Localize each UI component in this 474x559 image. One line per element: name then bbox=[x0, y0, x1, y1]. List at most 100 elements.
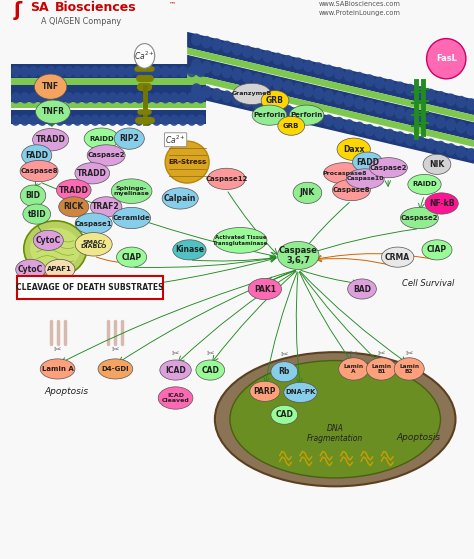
Ellipse shape bbox=[162, 188, 198, 209]
Ellipse shape bbox=[289, 105, 324, 125]
Ellipse shape bbox=[261, 91, 289, 111]
Circle shape bbox=[29, 115, 37, 125]
Circle shape bbox=[135, 93, 143, 103]
Ellipse shape bbox=[196, 360, 225, 380]
Polygon shape bbox=[187, 73, 474, 149]
Circle shape bbox=[188, 67, 196, 77]
Circle shape bbox=[212, 64, 221, 75]
Circle shape bbox=[135, 115, 143, 125]
Circle shape bbox=[406, 134, 415, 145]
Circle shape bbox=[385, 130, 394, 141]
Text: APAF1: APAF1 bbox=[47, 267, 73, 272]
Ellipse shape bbox=[91, 197, 122, 217]
Ellipse shape bbox=[252, 105, 287, 125]
Circle shape bbox=[263, 101, 272, 112]
Circle shape bbox=[117, 93, 126, 103]
Text: Perforin: Perforin bbox=[254, 112, 286, 118]
Circle shape bbox=[38, 67, 46, 77]
Polygon shape bbox=[187, 32, 474, 117]
Circle shape bbox=[29, 67, 37, 77]
Circle shape bbox=[100, 67, 108, 77]
Circle shape bbox=[375, 127, 384, 138]
Ellipse shape bbox=[271, 405, 298, 424]
Circle shape bbox=[283, 56, 292, 67]
Circle shape bbox=[212, 89, 221, 100]
Text: Caspase10: Caspase10 bbox=[346, 177, 384, 181]
Circle shape bbox=[144, 115, 152, 125]
Ellipse shape bbox=[214, 228, 267, 253]
Circle shape bbox=[426, 115, 435, 126]
FancyBboxPatch shape bbox=[18, 276, 163, 299]
Circle shape bbox=[243, 46, 252, 57]
Circle shape bbox=[126, 67, 134, 77]
Circle shape bbox=[406, 84, 415, 96]
Ellipse shape bbox=[20, 185, 46, 206]
Circle shape bbox=[365, 75, 374, 86]
Circle shape bbox=[436, 92, 445, 103]
Polygon shape bbox=[187, 48, 474, 124]
Circle shape bbox=[64, 93, 73, 103]
Circle shape bbox=[416, 112, 425, 123]
Text: ✂: ✂ bbox=[350, 349, 357, 358]
Circle shape bbox=[426, 89, 435, 101]
Ellipse shape bbox=[346, 169, 384, 189]
Circle shape bbox=[375, 102, 384, 113]
Text: ʃ: ʃ bbox=[14, 1, 22, 20]
Ellipse shape bbox=[173, 240, 206, 260]
Text: NIK: NIK bbox=[429, 160, 445, 169]
Text: Cell Survival: Cell Survival bbox=[401, 280, 454, 288]
Text: CAD: CAD bbox=[201, 366, 219, 375]
Text: Caspase
3,6,7: Caspase 3,6,7 bbox=[279, 246, 318, 265]
Circle shape bbox=[212, 39, 221, 50]
Circle shape bbox=[273, 78, 283, 89]
Circle shape bbox=[135, 67, 143, 77]
Circle shape bbox=[273, 53, 283, 64]
Circle shape bbox=[222, 41, 231, 53]
Ellipse shape bbox=[160, 360, 191, 380]
Ellipse shape bbox=[284, 382, 317, 402]
Circle shape bbox=[64, 67, 73, 77]
Ellipse shape bbox=[208, 168, 246, 190]
Circle shape bbox=[416, 87, 425, 98]
Circle shape bbox=[117, 115, 126, 125]
Text: RICK: RICK bbox=[64, 202, 84, 211]
Text: NF-kB: NF-kB bbox=[429, 199, 455, 208]
Polygon shape bbox=[2, 102, 206, 108]
Text: Activated Tissue
Transglutaminase: Activated Tissue Transglutaminase bbox=[213, 235, 268, 245]
Circle shape bbox=[202, 86, 211, 97]
Circle shape bbox=[202, 61, 211, 73]
Ellipse shape bbox=[98, 359, 133, 379]
Circle shape bbox=[243, 71, 252, 82]
Circle shape bbox=[446, 119, 456, 130]
Circle shape bbox=[144, 93, 152, 103]
Ellipse shape bbox=[332, 179, 370, 201]
Ellipse shape bbox=[84, 128, 119, 149]
Text: CLEAVAGE OF DEATH SUBSTRATES: CLEAVAGE OF DEATH SUBSTRATES bbox=[16, 283, 164, 292]
Circle shape bbox=[283, 106, 292, 117]
Ellipse shape bbox=[111, 179, 152, 203]
Circle shape bbox=[365, 100, 374, 111]
Text: CytoC: CytoC bbox=[36, 236, 61, 245]
Text: Biosciences: Biosciences bbox=[55, 1, 137, 14]
Ellipse shape bbox=[59, 197, 89, 217]
Circle shape bbox=[416, 136, 425, 148]
Ellipse shape bbox=[233, 83, 271, 105]
Text: ™: ™ bbox=[169, 1, 176, 7]
Circle shape bbox=[304, 110, 313, 121]
Circle shape bbox=[263, 51, 272, 62]
Text: Caspase1: Caspase1 bbox=[75, 221, 112, 226]
Circle shape bbox=[29, 93, 37, 103]
Circle shape bbox=[436, 117, 445, 128]
Circle shape bbox=[12, 67, 20, 77]
Circle shape bbox=[283, 81, 292, 92]
Ellipse shape bbox=[30, 228, 81, 269]
Ellipse shape bbox=[278, 116, 305, 135]
Circle shape bbox=[232, 69, 242, 80]
Text: JNK: JNK bbox=[300, 188, 315, 197]
Ellipse shape bbox=[22, 145, 52, 166]
Text: Daxx: Daxx bbox=[343, 145, 365, 154]
Circle shape bbox=[426, 139, 435, 150]
Ellipse shape bbox=[113, 207, 151, 229]
Circle shape bbox=[100, 93, 108, 103]
Ellipse shape bbox=[16, 259, 46, 280]
